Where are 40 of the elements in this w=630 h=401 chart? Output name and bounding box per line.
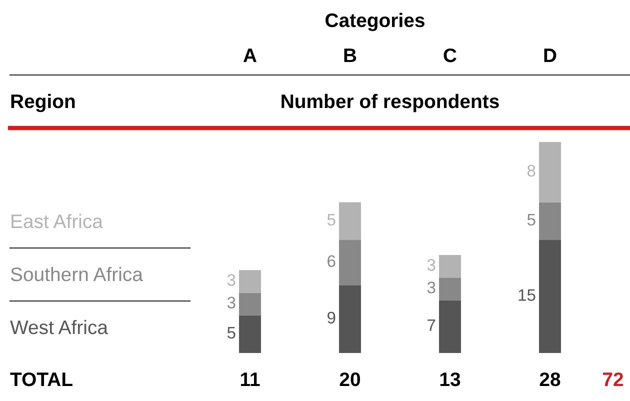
x-tick-label: D — [544, 48, 556, 62]
data-label: 3 — [227, 296, 236, 308]
data-label: 5 — [227, 327, 236, 339]
bar — [439, 278, 461, 300]
bar — [539, 240, 561, 353]
text: West Africa — [10, 320, 108, 334]
data-label: 5 — [527, 214, 536, 226]
legend-title: Region — [11, 94, 75, 112]
text: TOTAL — [10, 372, 72, 386]
bar — [339, 285, 361, 353]
bar — [239, 270, 261, 293]
data-label: 6 — [328, 255, 336, 268]
data-label: 3 — [227, 274, 236, 286]
bar — [239, 315, 261, 353]
text: Southern Africa — [10, 266, 143, 282]
total-label: 28 — [540, 372, 560, 386]
total-label: 13 — [440, 372, 460, 386]
data-label: 7 — [428, 319, 436, 331]
bar — [339, 240, 361, 286]
x-tick-label: C — [444, 48, 456, 62]
bar — [439, 255, 461, 278]
bar — [539, 202, 561, 240]
bar — [539, 142, 561, 202]
data-label: 3 — [427, 282, 436, 294]
bar — [339, 202, 361, 240]
data-label: 15 — [518, 289, 536, 301]
total-label: 20 — [340, 372, 360, 386]
data-label: 8 — [527, 164, 536, 177]
x-tick-label: A — [243, 48, 257, 62]
text: 72 — [603, 372, 624, 386]
x-tick-label: B — [344, 48, 356, 62]
text: East Africa — [12, 214, 103, 228]
data-label: 9 — [328, 312, 336, 324]
bar — [439, 300, 461, 353]
bar — [239, 292, 261, 316]
data-label: 5 — [327, 214, 336, 226]
chart-subtitle: Number of respondents — [282, 94, 499, 112]
total-label: 11 — [240, 372, 260, 386]
chart-title: Categories — [326, 12, 424, 32]
data-label: 3 — [427, 259, 436, 271]
